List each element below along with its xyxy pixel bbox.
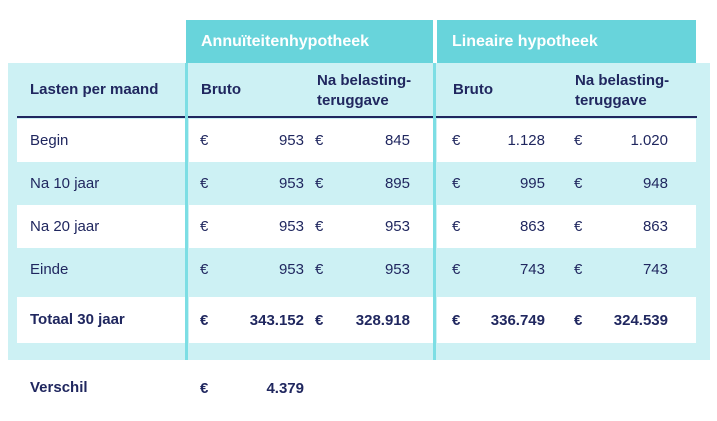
group-header-lineaire-hypotheek: Lineaire hypotheek <box>437 20 696 63</box>
amount: 1.128 <box>507 132 545 149</box>
euro-sign: € <box>574 175 583 192</box>
amount: 845 <box>384 132 410 149</box>
euro-sign: € <box>200 379 209 397</box>
cell-na20-lin-bruto: € 863 <box>452 205 545 248</box>
cell-begin-annu-na: € 845 <box>315 119 410 162</box>
amount: 948 <box>642 175 668 192</box>
euro-sign: € <box>574 261 583 278</box>
column-divider <box>185 63 188 360</box>
cell-na20-annu-na: € 953 <box>315 205 410 248</box>
row-stripe <box>437 205 696 248</box>
euro-sign: € <box>315 175 324 192</box>
amount: 743 <box>642 261 668 278</box>
row-label-einde: Einde <box>30 261 69 278</box>
amount: 863 <box>642 218 668 235</box>
column-header-lin-na-belasting: Na belasting-teruggave <box>575 72 670 109</box>
column-header-annu-bruto: Bruto <box>201 81 241 98</box>
group-header-annuiteitenhypotheek-label: Annuïteitenhypotheek <box>201 33 370 50</box>
amount: 953 <box>384 218 410 235</box>
euro-sign: € <box>452 261 461 278</box>
group-header-lineaire-hypotheek-label: Lineaire hypotheek <box>452 33 598 50</box>
cell-einde-annu-bruto: € 953 <box>200 248 304 291</box>
amount: 995 <box>519 175 545 192</box>
header-underline <box>17 116 697 118</box>
euro-sign: € <box>200 261 209 278</box>
cell-na10-annu-na: € 895 <box>315 162 410 205</box>
amount: 953 <box>278 261 304 278</box>
cell-na10-lin-na: € 948 <box>574 162 668 205</box>
amount: 895 <box>384 175 410 192</box>
amount: 953 <box>278 175 304 192</box>
cell-na10-annu-bruto: € 953 <box>200 162 304 205</box>
row-label-begin: Begin <box>30 132 69 149</box>
cell-na20-lin-na: € 863 <box>574 205 668 248</box>
euro-sign: € <box>315 132 324 149</box>
euro-sign: € <box>452 175 461 192</box>
euro-sign: € <box>452 311 461 329</box>
amount: 1.020 <box>630 132 668 149</box>
euro-sign: € <box>315 261 324 278</box>
row-stripe <box>189 297 433 343</box>
row-stripe <box>189 119 433 162</box>
column-divider <box>433 63 436 360</box>
cell-einde-lin-na: € 743 <box>574 248 668 291</box>
cell-totaal-lin-na: € 324.539 <box>574 297 668 343</box>
row-label-verschil: Verschil <box>30 379 88 396</box>
euro-sign: € <box>574 132 583 149</box>
euro-sign: € <box>200 132 209 149</box>
amount: 336.749 <box>490 311 545 329</box>
euro-sign: € <box>452 218 461 235</box>
row-stripe <box>17 119 186 162</box>
cell-totaal-lin-bruto: € 336.749 <box>452 297 545 343</box>
row-stripe <box>437 297 696 343</box>
euro-sign: € <box>200 218 209 235</box>
euro-sign: € <box>315 218 324 235</box>
amount: 328.918 <box>355 311 410 329</box>
amount: 953 <box>384 261 410 278</box>
amount: 743 <box>519 261 545 278</box>
cell-totaal-annu-bruto: € 343.152 <box>200 297 304 343</box>
cell-einde-annu-na: € 953 <box>315 248 410 291</box>
euro-sign: € <box>200 175 209 192</box>
cell-na10-lin-bruto: € 995 <box>452 162 545 205</box>
amount: 953 <box>278 132 304 149</box>
column-header-annu-na-belasting: Na belasting-teruggave <box>317 72 412 109</box>
row-stripe <box>189 205 433 248</box>
column-header-lasten-per-maand: Lasten per maand <box>30 81 159 98</box>
euro-sign: € <box>574 218 583 235</box>
amount: 863 <box>519 218 545 235</box>
cell-einde-lin-bruto: € 743 <box>452 248 545 291</box>
amount: 324.539 <box>613 311 668 329</box>
group-header-annuiteitenhypotheek: Annuïteitenhypotheek <box>186 20 433 63</box>
amount: 4.379 <box>266 379 304 397</box>
row-label-na-20-jaar: Na 20 jaar <box>30 218 100 235</box>
row-label-na-10-jaar: Na 10 jaar <box>30 175 100 192</box>
row-stripe <box>17 297 186 343</box>
amount: 953 <box>278 218 304 235</box>
row-stripe <box>437 119 696 162</box>
row-stripe <box>17 205 186 248</box>
cell-begin-annu-bruto: € 953 <box>200 119 304 162</box>
euro-sign: € <box>315 311 324 329</box>
cell-begin-lin-bruto: € 1.128 <box>452 119 545 162</box>
cell-na20-annu-bruto: € 953 <box>200 205 304 248</box>
cell-verschil-value: € 4.379 <box>200 368 304 408</box>
euro-sign: € <box>200 311 209 329</box>
row-label-totaal-30-jaar: Totaal 30 jaar <box>30 311 125 328</box>
cell-totaal-annu-na: € 328.918 <box>315 297 410 343</box>
amount: 343.152 <box>249 311 304 329</box>
euro-sign: € <box>574 311 583 329</box>
euro-sign: € <box>452 132 461 149</box>
cell-begin-lin-na: € 1.020 <box>574 119 668 162</box>
column-header-lin-bruto: Bruto <box>453 81 493 98</box>
